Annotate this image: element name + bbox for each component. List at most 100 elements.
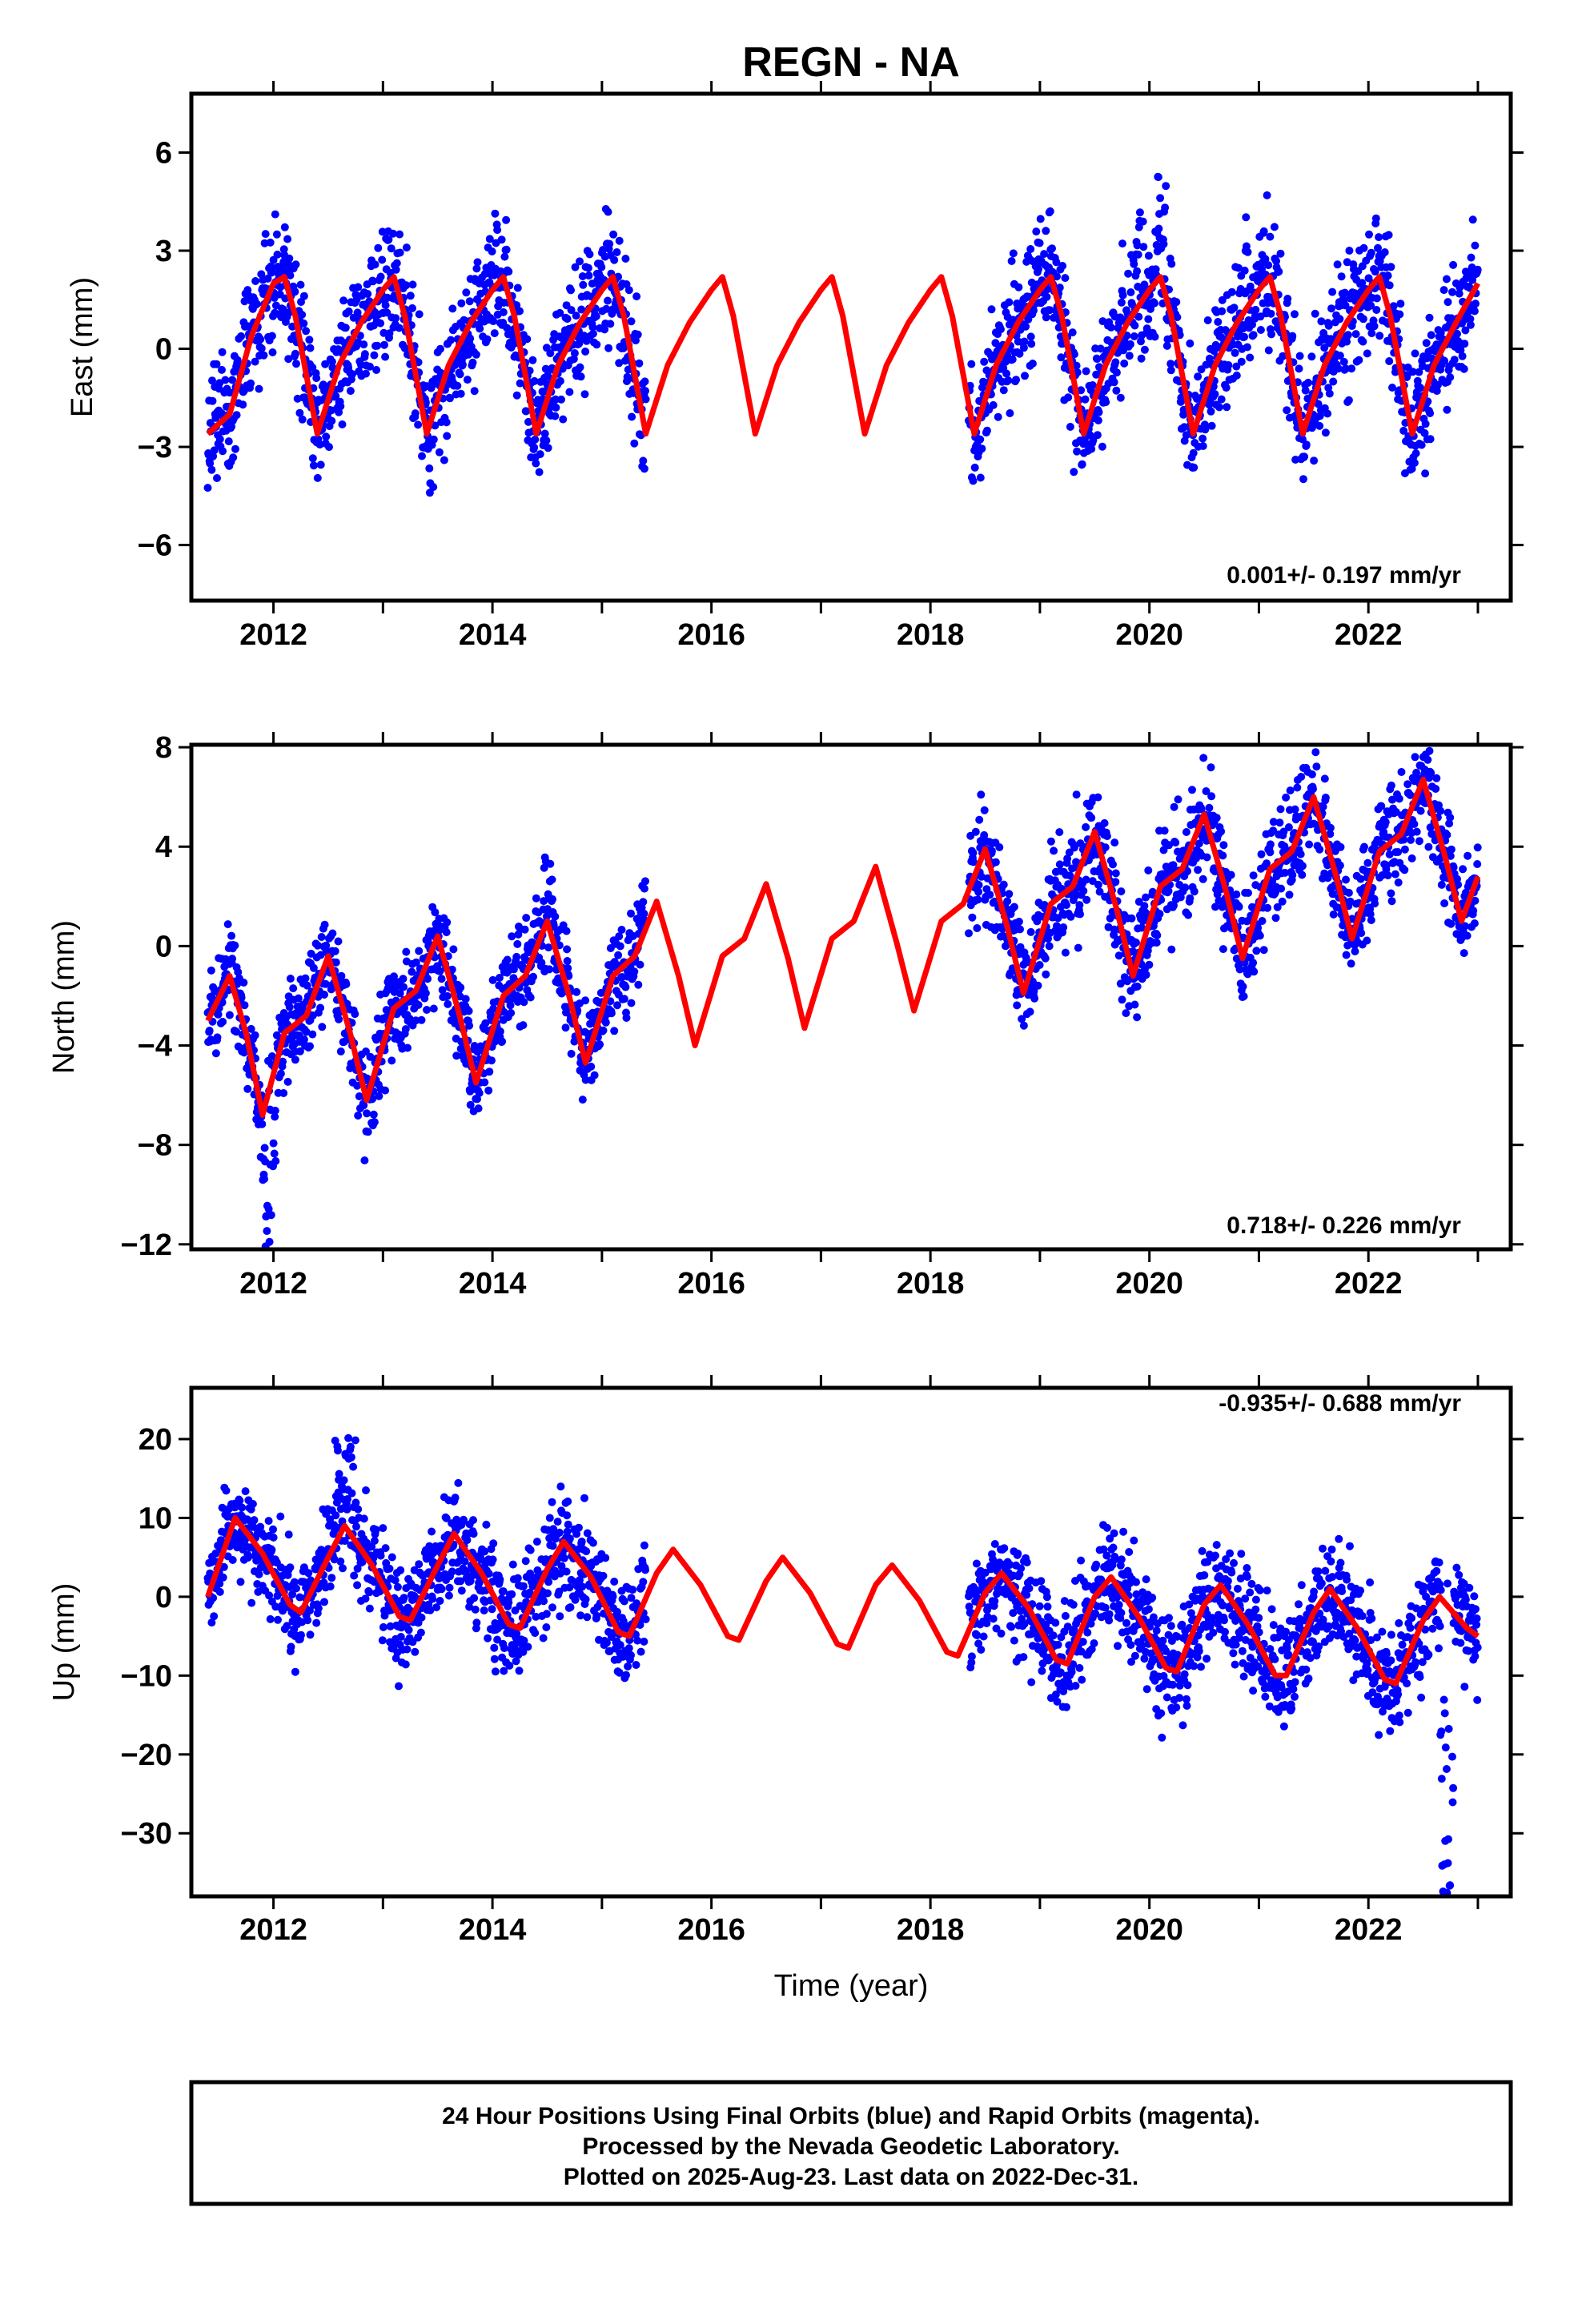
data-point (289, 984, 298, 993)
data-point (1032, 227, 1041, 236)
data-point (592, 312, 600, 320)
data-point (975, 815, 984, 824)
data-point (1383, 271, 1392, 280)
data-point (1030, 306, 1038, 315)
data-point (415, 947, 424, 955)
data-point (1227, 287, 1236, 296)
data-point (1266, 232, 1275, 241)
data-point (1035, 961, 1044, 969)
data-point (1323, 409, 1332, 418)
data-point (1082, 367, 1090, 376)
data-point (1122, 1009, 1130, 1018)
data-point (342, 980, 351, 988)
data-point (1028, 360, 1037, 368)
data-point (1416, 384, 1424, 392)
data-point (1411, 753, 1419, 762)
data-point (1006, 409, 1014, 417)
data-point (241, 1487, 250, 1496)
data-point (1142, 971, 1150, 979)
data-point (973, 924, 982, 932)
data-point (416, 1628, 425, 1637)
data-point (1046, 306, 1054, 315)
data-point (285, 1003, 294, 1011)
data-point (443, 991, 452, 1000)
data-point (512, 391, 521, 400)
data-point (1261, 255, 1270, 263)
data-point (1232, 362, 1241, 371)
data-point (344, 1433, 353, 1442)
data-point (360, 350, 369, 359)
data-point (1246, 282, 1255, 291)
data-point (1411, 449, 1420, 458)
data-point (1116, 979, 1125, 988)
data-point (556, 308, 564, 317)
data-point (207, 1618, 216, 1627)
data-point (1456, 346, 1465, 355)
data-point (1098, 442, 1106, 451)
data-point (1240, 266, 1249, 275)
data-point (1154, 173, 1162, 182)
data-point (1016, 925, 1024, 934)
data-point (1166, 360, 1175, 368)
data-point (1365, 230, 1373, 239)
data-point (227, 931, 236, 940)
x-tick-label: 2020 (1115, 618, 1183, 652)
data-point (355, 1092, 363, 1100)
data-point (530, 376, 539, 385)
data-point (1181, 883, 1190, 892)
data-point (1133, 267, 1142, 275)
data-point (1466, 315, 1475, 324)
data-point (1269, 826, 1278, 835)
data-point (1359, 337, 1367, 346)
data-point (255, 1570, 263, 1578)
data-point (1410, 459, 1419, 467)
y-tick-label: −4 (138, 1030, 172, 1063)
data-point (1109, 860, 1117, 869)
data-point (426, 1606, 435, 1614)
data-point (1453, 329, 1461, 338)
data-point (1227, 870, 1235, 879)
data-point (489, 1004, 498, 1013)
data-point (1389, 302, 1398, 311)
data-point (305, 336, 314, 344)
data-point (448, 1567, 456, 1576)
data-point (412, 1016, 420, 1025)
data-point (1311, 736, 1319, 744)
data-point (235, 1496, 244, 1505)
data-point (1363, 858, 1372, 867)
data-point (601, 1018, 610, 1027)
data-point (1188, 786, 1196, 794)
data-point (303, 1616, 312, 1625)
data-point (396, 989, 404, 998)
data-point (284, 1530, 293, 1539)
data-point (513, 939, 522, 948)
data-point (1340, 288, 1349, 297)
data-point (1264, 261, 1273, 270)
data-point (1077, 386, 1086, 395)
data-point (1133, 982, 1142, 991)
data-point (456, 370, 464, 379)
data-point (446, 394, 454, 403)
data-point (1087, 814, 1096, 822)
data-point (215, 435, 224, 444)
data-point (463, 376, 472, 384)
data-point (488, 1056, 496, 1065)
data-point (302, 327, 311, 336)
data-point (1346, 897, 1355, 906)
y-tick-label: 8 (155, 731, 172, 765)
data-point (232, 411, 241, 420)
data-point (288, 1590, 297, 1598)
data-point (1082, 822, 1090, 831)
data-point (639, 456, 648, 465)
data-point (408, 1638, 417, 1647)
data-point (1212, 814, 1221, 822)
data-point (1010, 903, 1018, 911)
data-point (1137, 337, 1145, 346)
data-point (1345, 247, 1354, 255)
data-point (206, 459, 215, 468)
data-point (247, 379, 255, 388)
data-point (1410, 820, 1419, 828)
data-point (263, 274, 272, 283)
data-point (1034, 981, 1042, 990)
data-point (1194, 866, 1203, 875)
